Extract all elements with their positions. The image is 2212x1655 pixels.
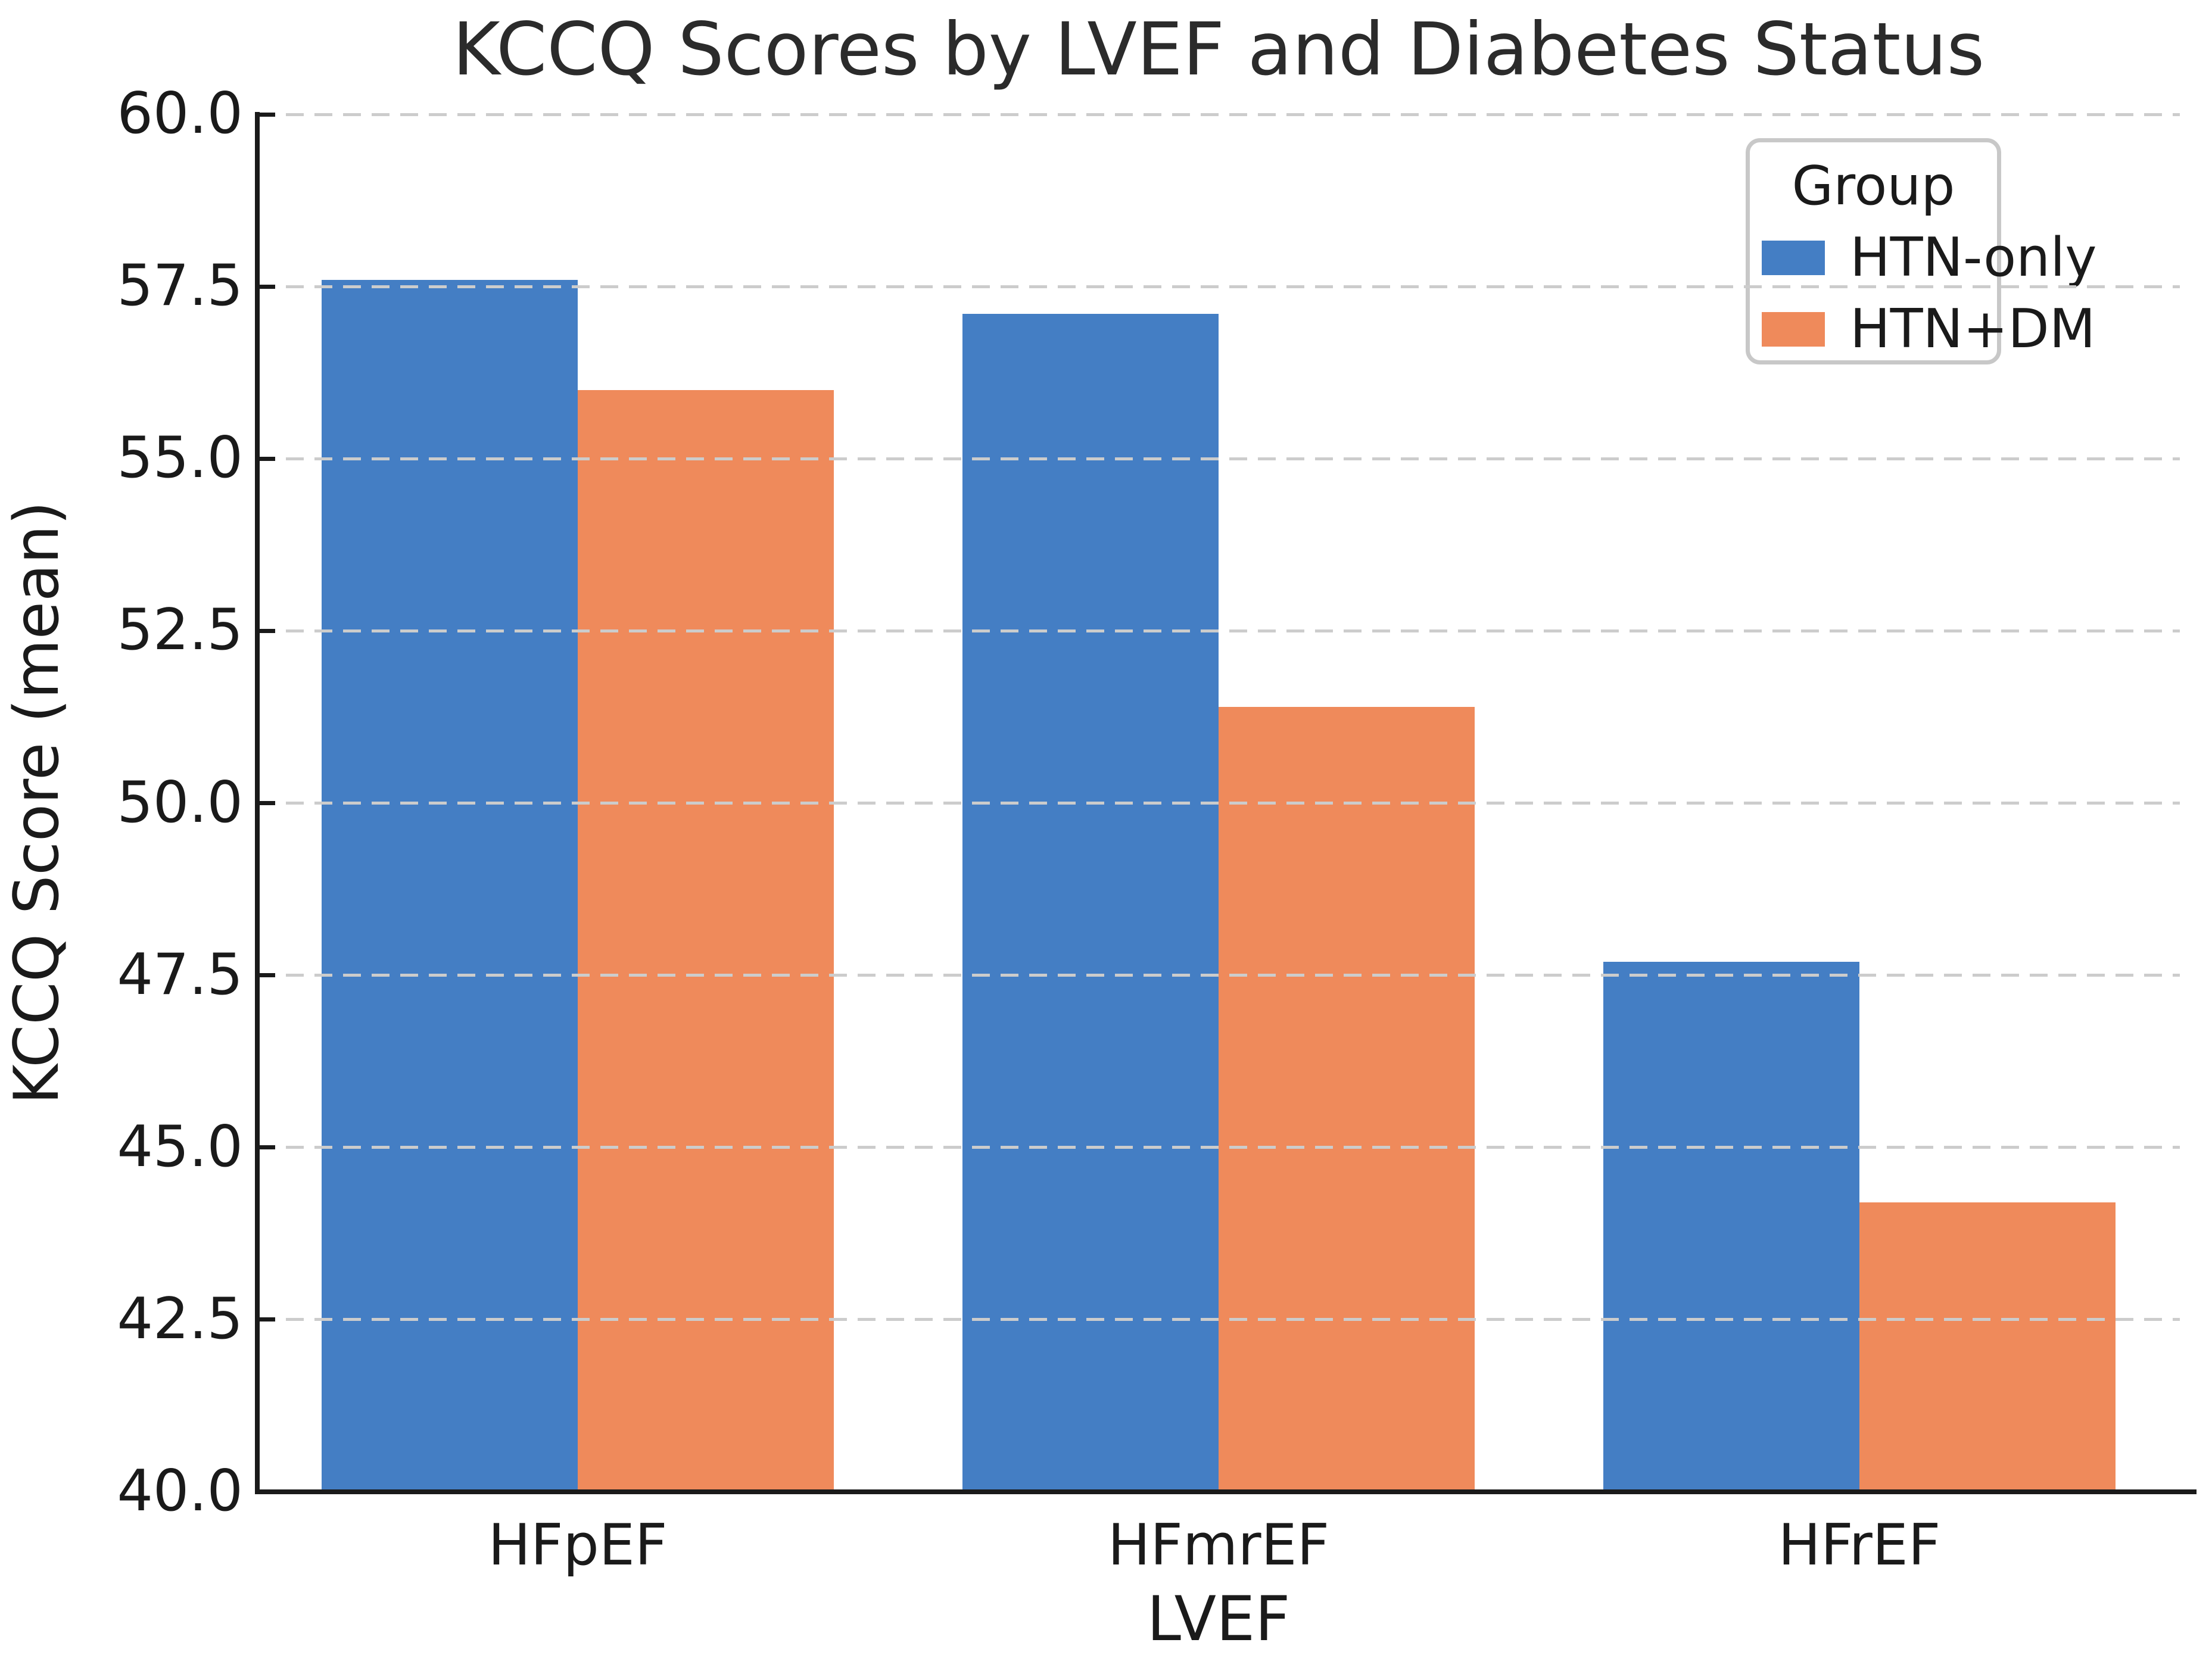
y-tick-mark-50 (257, 801, 275, 805)
gridline-y-42.5 (257, 1318, 2180, 1321)
legend: Group HTN-only HTN+DM (1746, 138, 2097, 364)
legend-swatch-HTN+DM (1762, 312, 1825, 347)
gridline-y-60 (257, 113, 2180, 116)
chart-title: KCCQ Scores by LVEF and Diabetes Status (452, 7, 1985, 92)
x-tick-label-HFmrEF: HFmrEF (1107, 1513, 1330, 1578)
y-tick-mark-47.5 (257, 973, 275, 978)
bar-HFpEF-HTN-only (321, 279, 578, 1492)
bar-HFrEF-HTN-only (1603, 961, 1859, 1492)
bar-HFmrEF-HTN-only (962, 314, 1219, 1492)
gridline-y-45 (257, 1146, 2180, 1149)
legend-label-HTN+DM: HTN+DM (1850, 298, 2096, 360)
gridline-y-47.5 (257, 974, 2180, 977)
bar-HFrEF-HTN+DM (1859, 1202, 2116, 1492)
bar-HFmrEF-HTN+DM (1219, 706, 1475, 1492)
y-tick-label-47.5: 47.5 (117, 942, 243, 1008)
y-tick-label-55.0: 55.0 (117, 425, 243, 491)
y-tick-label-50.0: 50.0 (117, 769, 243, 836)
y-axis-spine (255, 112, 260, 1494)
y-tick-label-57.5: 57.5 (117, 253, 243, 319)
gridline-y-57.5 (257, 285, 2180, 288)
bar-HFpEF-HTN+DM (578, 389, 834, 1492)
y-tick-mark-60 (257, 112, 275, 117)
x-axis-label: LVEF (1146, 1584, 1291, 1655)
y-tick-label-42.5: 42.5 (117, 1286, 243, 1352)
y-tick-mark-45 (257, 1145, 275, 1150)
y-tick-mark-42.5 (257, 1317, 275, 1322)
y-tick-label-60.0: 60.0 (117, 81, 243, 147)
x-tick-label-HFpEF: HFpEF (488, 1513, 668, 1578)
y-tick-mark-52.5 (257, 628, 275, 633)
y-tick-label-40.0: 40.0 (117, 1458, 243, 1524)
y-tick-mark-57.5 (257, 284, 275, 289)
legend-item-HTN+DM: HTN+DM (1762, 301, 2095, 358)
legend-swatch-HTN-only (1762, 241, 1825, 275)
legend-title: Group (1792, 155, 1955, 217)
y-tick-mark-55 (257, 456, 275, 461)
legend-item-HTN-only: HTN-only (1762, 229, 2097, 286)
y-tick-label-52.5: 52.5 (117, 597, 243, 663)
y-tick-label-45.0: 45.0 (117, 1114, 243, 1180)
x-axis-spine (255, 1489, 2197, 1494)
plot-area (257, 112, 2180, 1494)
gridline-y-55 (257, 457, 2180, 460)
y-axis-label: KCCQ Score (mean) (1, 501, 73, 1105)
gridline-y-50 (257, 802, 2180, 805)
legend-label-HTN-only: HTN-only (1850, 226, 2097, 289)
gridline-y-52.5 (257, 629, 2180, 632)
x-tick-label-HFrEF: HFrEF (1778, 1513, 1941, 1578)
